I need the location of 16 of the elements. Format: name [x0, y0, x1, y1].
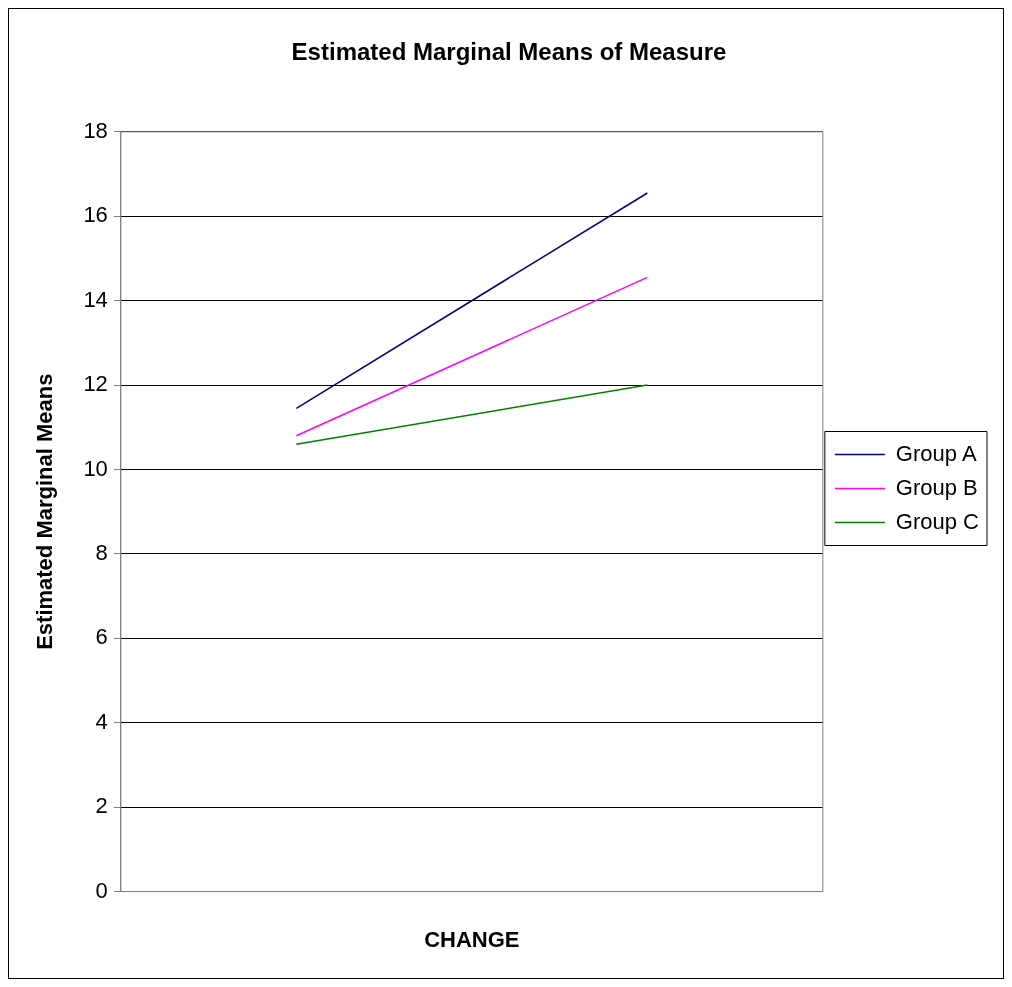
- y-tick-label: 14: [83, 286, 108, 312]
- y-tick-label: 16: [83, 202, 108, 228]
- y-tick-label: 10: [83, 455, 108, 481]
- legend-label: Group A: [895, 440, 977, 466]
- y-tick-label: 2: [95, 793, 108, 819]
- x-axis-title: CHANGE: [424, 926, 520, 952]
- y-tick-label: 0: [95, 877, 108, 903]
- y-axis-title: Estimated Marginal Means: [32, 373, 58, 650]
- y-tick-label: 18: [83, 117, 108, 143]
- y-tick-label: 12: [83, 371, 108, 397]
- legend-label: Group C: [895, 508, 980, 534]
- y-tick-label: 8: [95, 539, 108, 565]
- legend-label: Group B: [895, 474, 978, 500]
- y-tick-label: 6: [95, 624, 108, 650]
- chart-title: Estimated Marginal Means of Measure: [291, 38, 727, 66]
- y-tick-label: 4: [95, 708, 108, 734]
